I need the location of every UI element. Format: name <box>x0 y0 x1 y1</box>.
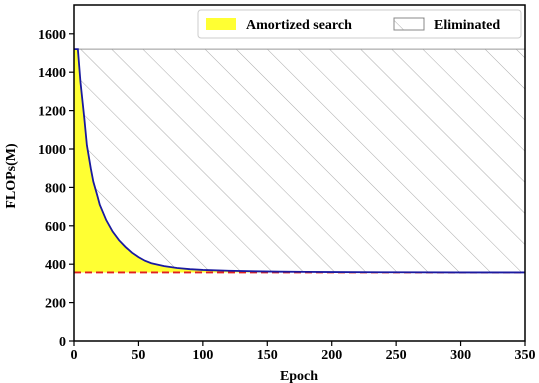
y-tick-label: 200 <box>45 297 66 312</box>
legend: Amortized search Eliminated <box>197 9 522 39</box>
x-tick-label: 150 <box>257 348 278 363</box>
y-axis-label: FLOPs(M) <box>4 143 19 209</box>
x-tick-label: 0 <box>71 348 78 363</box>
y-tick-label: 1400 <box>38 66 66 81</box>
axes-frame <box>73 4 526 342</box>
flops-curve <box>74 48 525 274</box>
y-tick-label: 600 <box>45 220 66 235</box>
x-tick-label: 250 <box>386 348 407 363</box>
x-axis-label: Epoch <box>280 369 318 383</box>
legend-label-eliminated: Eliminated <box>434 18 500 33</box>
legend-label-amortized: Amortized search <box>246 18 352 33</box>
x-tick-label: 50 <box>131 348 145 363</box>
x-tick-label: 200 <box>321 348 342 363</box>
legend-swatch-amortized <box>206 18 236 30</box>
x-tick-label: 300 <box>450 348 471 363</box>
y-tick-label: 1200 <box>38 105 66 120</box>
y-tick-label: 1600 <box>38 28 66 43</box>
y-tick-label: 0 <box>59 335 66 350</box>
amortized-search-region <box>74 49 525 273</box>
eliminated-region <box>74 49 525 273</box>
axes: 0 50 100 150 200 250 300 350 0 200 400 600 800 1000 12… <box>38 4 536 363</box>
legend-box <box>197 9 522 39</box>
legend-swatch-eliminated <box>393 17 425 31</box>
y-tick-label: 800 <box>45 181 66 196</box>
plot-area <box>74 48 525 274</box>
x-tick-label: 350 <box>515 348 536 363</box>
y-tick-label: 400 <box>45 258 66 273</box>
x-tick-label: 100 <box>192 348 213 363</box>
y-tick-label: 1000 <box>38 143 66 158</box>
